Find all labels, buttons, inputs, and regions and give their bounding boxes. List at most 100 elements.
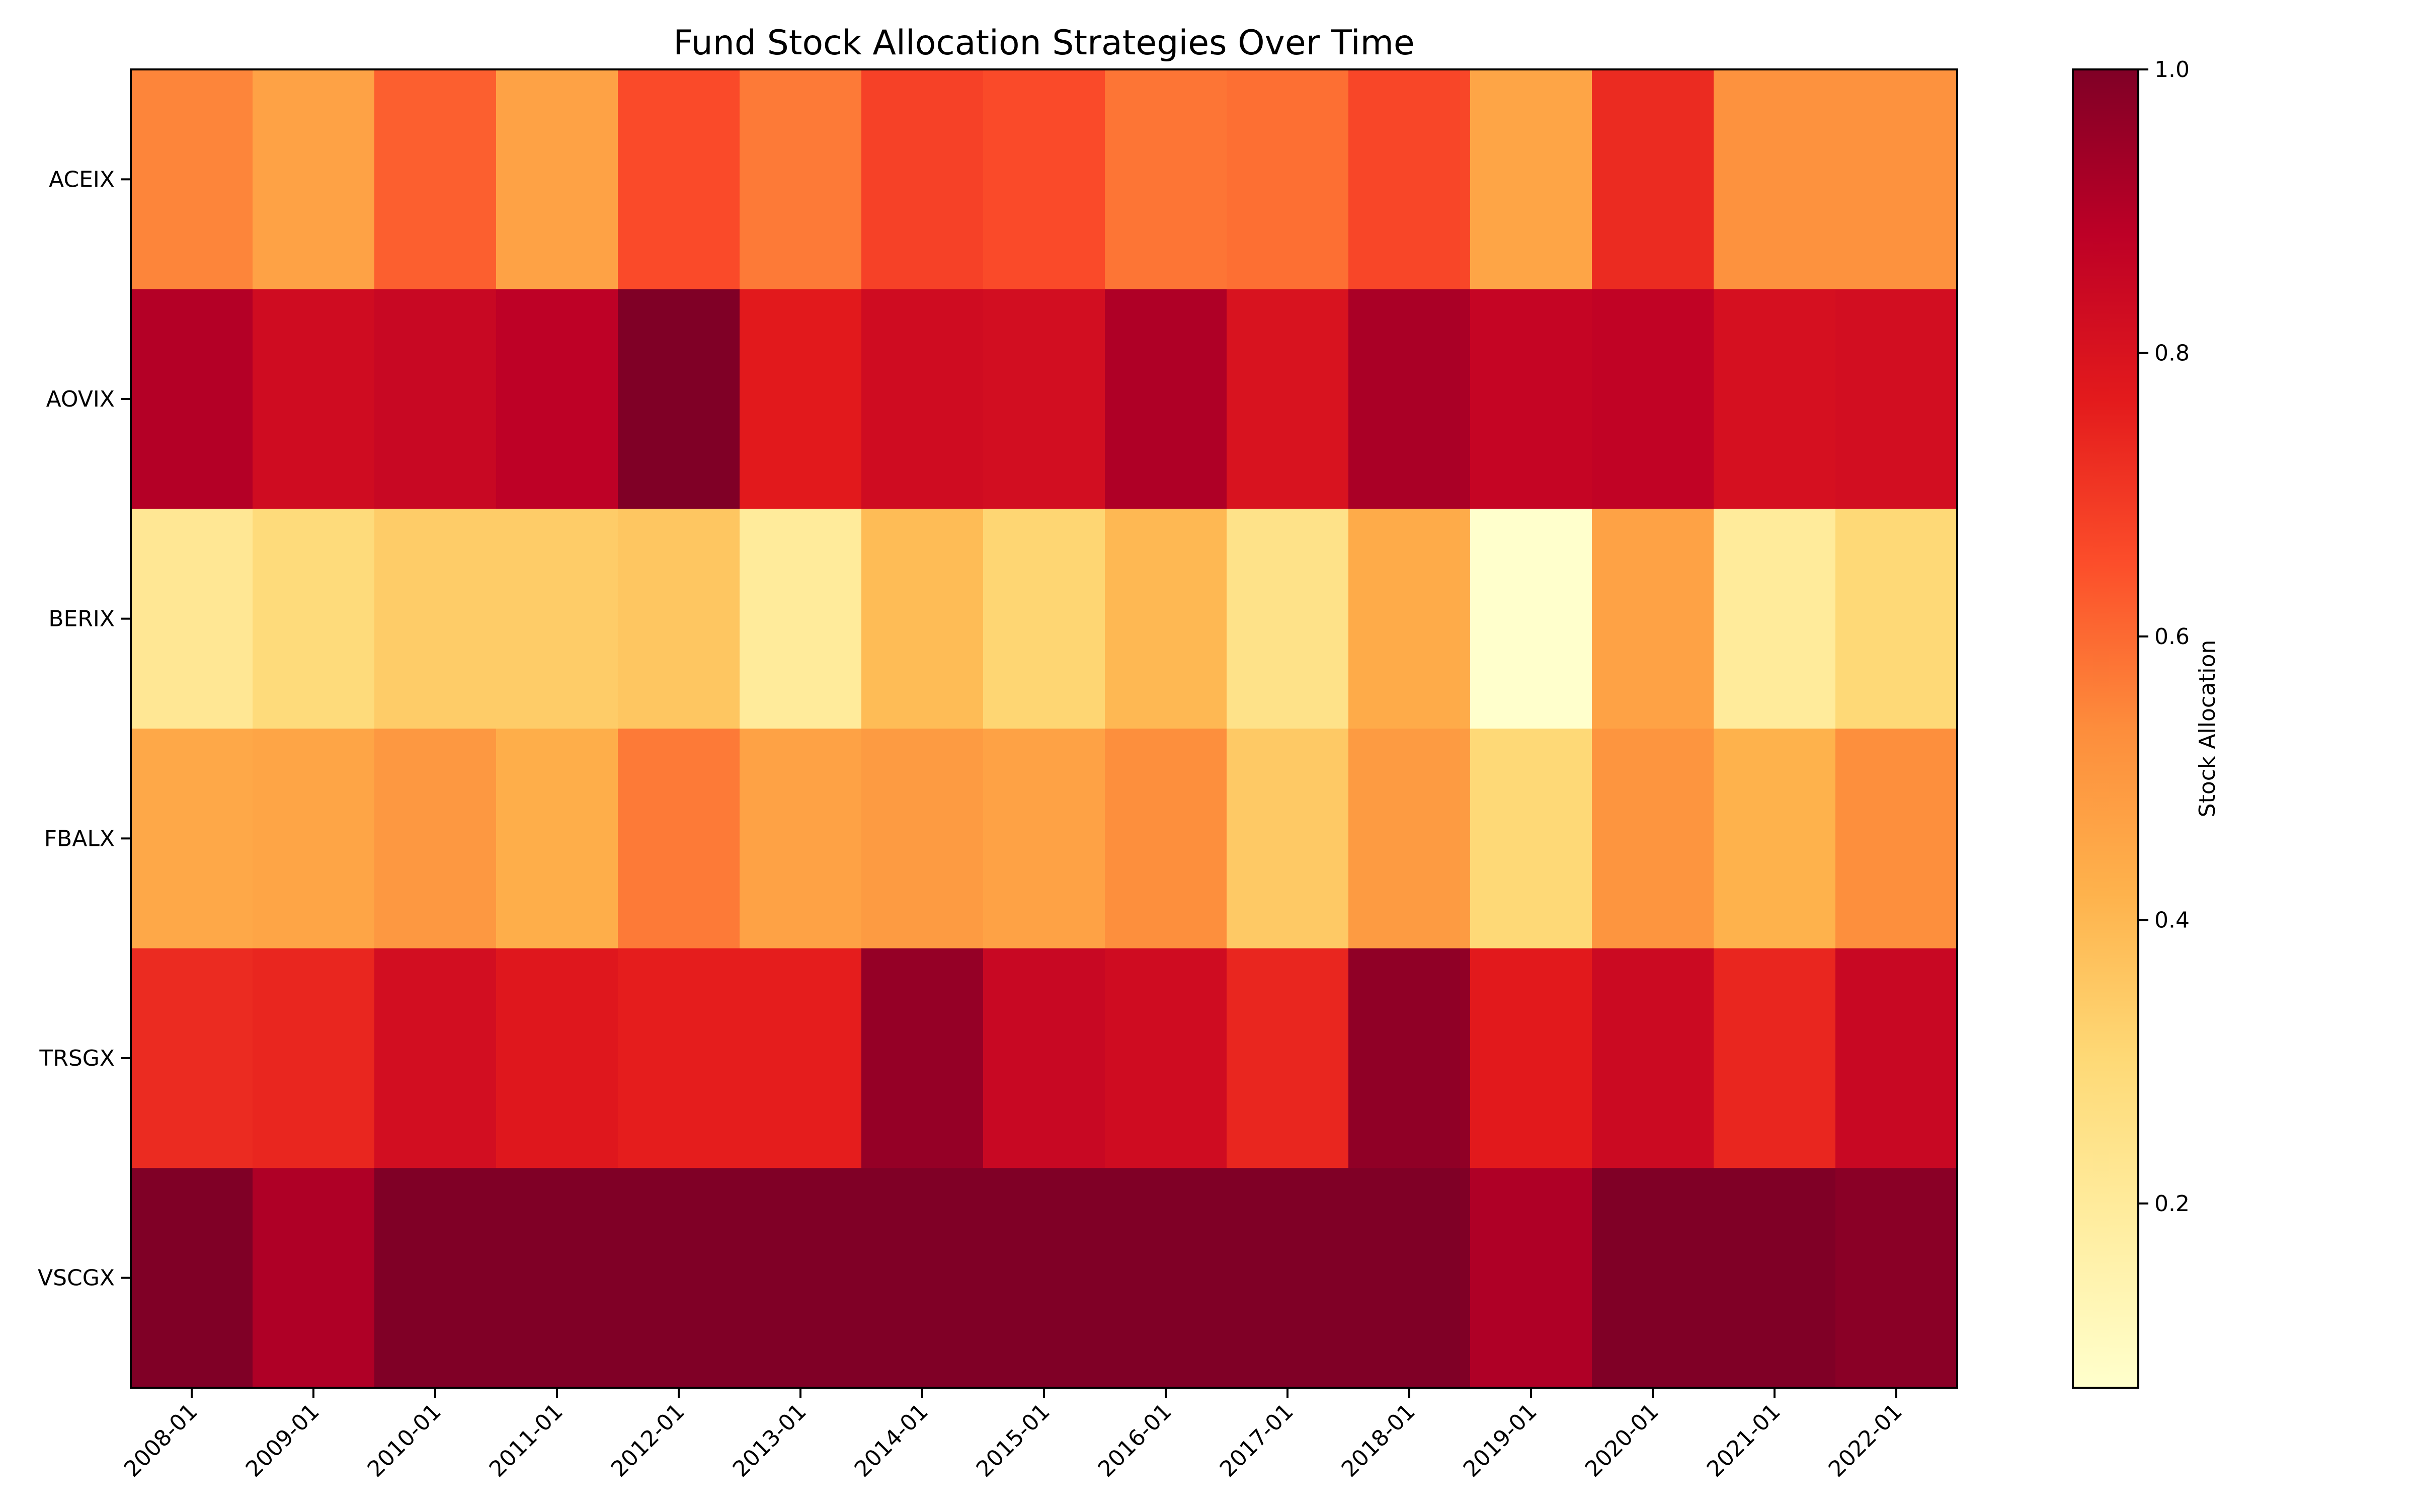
heatmap-cell bbox=[1592, 289, 1714, 509]
heatmap-cell bbox=[1714, 69, 1836, 290]
heatmap-cell bbox=[1592, 1168, 1714, 1388]
colorbar-tick-label: 0.8 bbox=[2154, 340, 2190, 366]
heatmap-cell bbox=[740, 509, 862, 729]
heatmap-cell bbox=[131, 1168, 253, 1388]
heatmap-cell bbox=[618, 289, 740, 509]
heatmap-cell bbox=[618, 1168, 740, 1388]
heatmap-cell bbox=[496, 289, 618, 509]
y-tick-label: ACEIX bbox=[49, 167, 115, 192]
x-tick-label: 2010-01 bbox=[363, 1399, 446, 1482]
heatmap-cell bbox=[1835, 509, 1958, 729]
x-tick-label: 2021-01 bbox=[1702, 1399, 1786, 1482]
heatmap-cell bbox=[1227, 509, 1349, 729]
heatmap-cell bbox=[496, 509, 618, 729]
x-tick-label: 2018-01 bbox=[1337, 1399, 1420, 1482]
x-tick-label: 2022-01 bbox=[1824, 1399, 1907, 1482]
colorbar-gradient bbox=[2073, 69, 2138, 1388]
heatmap-cell bbox=[1105, 509, 1227, 729]
heatmap-cell bbox=[1227, 289, 1349, 509]
x-tick-label: 2011-01 bbox=[485, 1399, 568, 1482]
heatmap-cell bbox=[618, 509, 740, 729]
heatmap-cell bbox=[131, 948, 253, 1168]
heatmap-cell bbox=[1470, 1168, 1592, 1388]
heatmap-cell bbox=[496, 729, 618, 949]
heatmap-cell bbox=[983, 948, 1105, 1168]
y-tick-label: TRSGX bbox=[39, 1046, 115, 1071]
heatmap-cell bbox=[1714, 509, 1836, 729]
y-tick-label: VSCGX bbox=[38, 1265, 115, 1291]
heatmap-cell bbox=[740, 729, 862, 949]
heatmap-cell bbox=[496, 69, 618, 290]
heatmap-cell bbox=[1348, 948, 1471, 1168]
heatmap-cell bbox=[131, 509, 253, 729]
heatmap-cell bbox=[861, 509, 984, 729]
heatmap-cell bbox=[374, 509, 497, 729]
heatmap-cell bbox=[1714, 1168, 1836, 1388]
heatmap-cell bbox=[1470, 289, 1592, 509]
heatmap-cell bbox=[253, 69, 375, 290]
heatmap-cell bbox=[1835, 1168, 1958, 1388]
heatmap-cell bbox=[983, 289, 1105, 509]
x-axis: 2008-01 2009-01 2010-01 2011-01 2012-01 2013-… bbox=[119, 1388, 1907, 1482]
heatmap-cell bbox=[253, 509, 375, 729]
heatmap-cell bbox=[1105, 1168, 1227, 1388]
y-tick-label: AOVIX bbox=[46, 386, 115, 412]
heatmap-cell bbox=[131, 289, 253, 509]
x-tick-label: 2013-01 bbox=[728, 1399, 812, 1482]
heatmap-cell bbox=[1714, 948, 1836, 1168]
heatmap-cell bbox=[1835, 69, 1958, 290]
heatmap-cell bbox=[131, 729, 253, 949]
heatmap-cell bbox=[1470, 509, 1592, 729]
heatmap-cell bbox=[374, 1168, 497, 1388]
heatmap-cell bbox=[1835, 948, 1958, 1168]
x-tick-label: 2014-01 bbox=[850, 1399, 933, 1482]
heatmap-cell bbox=[1835, 289, 1958, 509]
heatmap-cell bbox=[861, 69, 984, 290]
heatmap-cell bbox=[618, 948, 740, 1168]
x-tick-label: 2008-01 bbox=[119, 1399, 203, 1482]
heatmap-cell bbox=[1348, 289, 1471, 509]
colorbar: 0.2 0.4 0.6 0.8 1.0 Stock Allocation bbox=[2072, 57, 2220, 1389]
heatmap-cell bbox=[374, 948, 497, 1168]
x-tick-label: 2012-01 bbox=[606, 1399, 690, 1482]
heatmap-cells bbox=[131, 69, 1958, 1388]
colorbar-tick-label: 0.4 bbox=[2154, 907, 2190, 933]
x-tick-label: 2015-01 bbox=[972, 1399, 1055, 1482]
y-tick-label: FBALX bbox=[44, 826, 115, 851]
colorbar-label: Stock Allocation bbox=[2195, 640, 2220, 818]
colorbar-tick-label: 0.2 bbox=[2154, 1191, 2190, 1217]
heatmap-cell bbox=[1714, 729, 1836, 949]
colorbar-frame bbox=[2072, 68, 2139, 1389]
heatmap-cell bbox=[374, 729, 497, 949]
heatmap-cell bbox=[1227, 948, 1349, 1168]
heatmap-cell bbox=[618, 729, 740, 949]
heatmap-cell bbox=[1105, 729, 1227, 949]
x-tick-label: 2019-01 bbox=[1459, 1399, 1542, 1482]
heatmap-cell bbox=[496, 1168, 618, 1388]
heatmap-cell bbox=[861, 1168, 984, 1388]
heatmap-cell bbox=[861, 948, 984, 1168]
heatmap-cell bbox=[1592, 509, 1714, 729]
heatmap-cell bbox=[253, 1168, 375, 1388]
heatmap-cell bbox=[1105, 948, 1227, 1168]
heatmap-cell bbox=[1227, 1168, 1349, 1388]
heatmap-cell bbox=[1835, 729, 1958, 949]
heatmap-cell bbox=[740, 69, 862, 290]
heatmap-cell bbox=[374, 289, 497, 509]
heatmap-cell bbox=[1105, 69, 1227, 290]
heatmap-cell bbox=[1470, 729, 1592, 949]
heatmap-cell bbox=[1470, 948, 1592, 1168]
heatmap-cell bbox=[1227, 69, 1349, 290]
y-axis: ACEIX AOVIX BERIX FBALX TRSGX VSCGX bbox=[38, 167, 131, 1291]
heatmap-cell bbox=[253, 729, 375, 949]
heatmap-cell bbox=[374, 69, 497, 290]
colorbar-tick-label: 0.6 bbox=[2154, 624, 2190, 650]
x-tick-label: 2016-01 bbox=[1093, 1399, 1177, 1482]
heatmap-cell bbox=[1714, 289, 1836, 509]
y-tick-label: BERIX bbox=[48, 606, 115, 632]
heatmap-cell bbox=[1592, 69, 1714, 290]
heatmap-cell bbox=[1348, 729, 1471, 949]
x-tick-label: 2017-01 bbox=[1215, 1399, 1299, 1482]
